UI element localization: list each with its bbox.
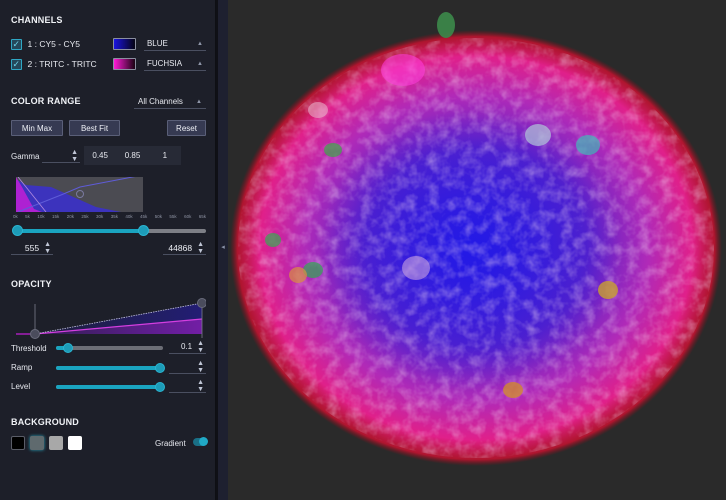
check-icon: ✓ (12, 58, 21, 69)
threshold-label: Threshold (11, 344, 47, 353)
ramp-label: Ramp (11, 363, 33, 372)
channel-1-color-name: BLUE (146, 39, 168, 48)
stepper-icon[interactable]: ▲ ▼ (197, 359, 204, 374)
panel-divider[interactable] (216, 0, 230, 500)
min-max-button[interactable]: Min Max (11, 120, 63, 136)
channel-1-label: 1 : CY5 - CY5 (27, 39, 80, 49)
channel-2-checkbox[interactable]: ✓ (11, 58, 22, 70)
threshold-handle[interactable] (63, 343, 73, 353)
background-swatch-black[interactable] (11, 436, 25, 450)
channel-2-color-name: FUCHSIA (146, 59, 183, 68)
channel-row-1: ✓ 1 : CY5 - CY5 BLUE ▲ (11, 37, 206, 51)
channel-1-checkbox[interactable]: ✓ (11, 38, 22, 50)
stepper-icon[interactable]: ▲ ▼ (44, 240, 51, 255)
histogram-axis: 0k 5k 10k 15k 20k 25k 30k 35k 40k 45k 50… (13, 214, 206, 219)
best-fit-button[interactable]: Best Fit (69, 120, 120, 136)
caret-up-icon: ▲ (197, 60, 203, 67)
gradient-label: Gradient (155, 439, 186, 448)
level-slider-fill (56, 385, 160, 389)
range-min-input[interactable]: 555 ▲ ▼ (11, 241, 53, 255)
color-range-title: COLOR RANGE (11, 96, 81, 106)
toggle-knob (199, 437, 208, 446)
stepper-icon[interactable]: ▲ ▼ (197, 339, 204, 354)
gamma-values: 0.45 0.85 1 (84, 146, 181, 165)
channel-row-2: ✓ 2 : TRITC - TRITC FUCHSIA ▲ (11, 57, 206, 71)
check-icon: ✓ (12, 38, 21, 49)
histogram (16, 177, 143, 212)
gradient-toggle[interactable] (193, 437, 208, 446)
histogram-chart (16, 177, 136, 212)
level-handle[interactable] (155, 382, 165, 392)
background-swatch-light-gray[interactable] (49, 436, 63, 450)
threshold-input[interactable]: 0.1 ▲ ▼ (169, 340, 206, 354)
ramp-handle[interactable] (155, 363, 165, 373)
caret-up-icon: ▲ (197, 40, 203, 47)
channel-2-color-swatch[interactable] (113, 58, 136, 70)
opacity-curve-graph[interactable] (16, 298, 206, 340)
gamma-label: Gamma (11, 152, 40, 161)
range-min-handle[interactable] (12, 225, 23, 236)
ramp-slider-fill (56, 366, 160, 370)
stepper-icon[interactable]: ▲ ▼ (197, 378, 204, 393)
range-max-input[interactable]: 44868 ▲ ▼ (163, 241, 206, 255)
cell-spheroid-render (230, 12, 722, 466)
threshold-slider-fill (56, 346, 68, 350)
gamma-stepper[interactable]: ▲ ▼ (42, 149, 80, 163)
settings-panel: CHANNELS ✓ 1 : CY5 - CY5 BLUE ▲ ✓ 2 : TR… (0, 0, 216, 500)
threshold-slider[interactable] (56, 346, 163, 350)
channels-title: CHANNELS (11, 15, 63, 25)
caret-up-icon: ▲ (196, 98, 202, 105)
gamma-value-3[interactable]: 1 (162, 151, 168, 160)
range-max-handle[interactable] (138, 225, 149, 236)
stepper-icon: ▲ ▼ (71, 148, 78, 163)
level-label: Level (11, 382, 31, 391)
channel-1-color-select[interactable]: BLUE ▲ (143, 37, 206, 51)
channel-range-select[interactable]: All Channels ▲ (134, 95, 206, 109)
reset-button[interactable]: Reset (167, 120, 206, 136)
level-input[interactable]: ▲ ▼ (169, 379, 206, 393)
channel-1-color-swatch[interactable] (113, 38, 136, 50)
gamma-value-1[interactable]: 0.45 (92, 151, 108, 160)
background-swatch-white[interactable] (68, 436, 82, 450)
background-title: BACKGROUND (11, 417, 79, 427)
collapse-panel-icon[interactable]: ◂ (221, 244, 225, 251)
gamma-value-2[interactable]: 0.85 (124, 151, 141, 160)
stepper-icon[interactable]: ▲ ▼ (197, 240, 204, 255)
channel-2-color-select[interactable]: FUCHSIA ▲ (143, 57, 206, 71)
background-swatch-dark-gray[interactable] (30, 436, 44, 450)
channel-2-label: 2 : TRITC - TRITC (27, 59, 97, 69)
opacity-title: OPACITY (11, 279, 52, 289)
ramp-input[interactable]: ▲ ▼ (169, 360, 206, 374)
range-slider-fill (18, 229, 143, 233)
channel-range-select-value: All Channels (138, 97, 183, 106)
3d-render-viewport[interactable] (228, 0, 726, 500)
